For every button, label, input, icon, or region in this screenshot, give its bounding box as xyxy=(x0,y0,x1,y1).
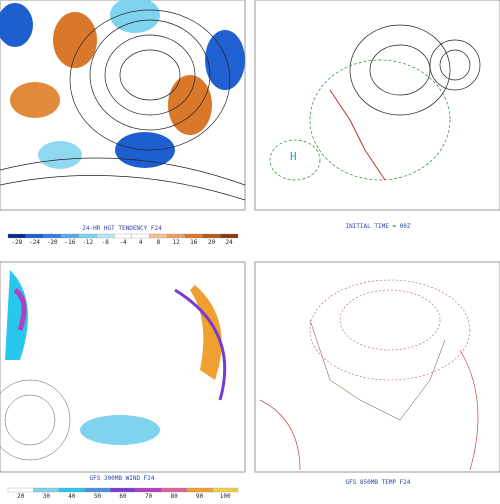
colorbar: 20 30 40 50 60 70 80 90 100 xyxy=(7,487,239,500)
colorbar-swatch xyxy=(131,233,150,239)
colorbar-label: 30 xyxy=(43,493,51,500)
colorbar-swatch xyxy=(7,487,34,493)
colorbar-swatch xyxy=(110,487,136,493)
colorbar-swatch xyxy=(135,487,162,493)
colorbar-label: -28 xyxy=(11,239,22,246)
colorbar-swatch xyxy=(186,487,213,493)
colorbar-swatch xyxy=(78,233,97,239)
colorbar-label: 60 xyxy=(119,493,127,500)
colorbar-label: 24 xyxy=(226,239,234,246)
colorbar-swatch xyxy=(161,487,188,493)
colorbar-label: 12 xyxy=(172,239,180,246)
colorbar-swatch xyxy=(202,233,221,239)
panel-height-tendency: 24-HR HGT TENDENCY F24 -28 -24 -20 -16 -12 -8… xyxy=(0,0,246,246)
panel-jet-wind: GFS 300MB WIND F24 20 30 40 50 60 70 80 90 100 xyxy=(0,261,246,500)
panel-temperature: GFS 850MB TEMP F24 xyxy=(254,261,500,486)
colorbar-label: -12 xyxy=(82,239,93,246)
colorbar-label: -20 xyxy=(47,239,58,246)
panel-caption: GFS 300MB WIND F24 xyxy=(89,475,154,482)
panel-caption: GFS 850MB TEMP F24 xyxy=(345,479,410,486)
colorbar-swatch xyxy=(220,233,239,239)
colorbar-swatch xyxy=(60,233,79,239)
colorbar-label: -8 xyxy=(102,239,110,246)
colorbar-swatch xyxy=(43,233,62,239)
colorbar-swatch xyxy=(33,487,60,493)
colorbar-label: 40 xyxy=(68,493,76,500)
high-marker: H xyxy=(290,150,297,163)
colorbar-swatch xyxy=(212,487,239,493)
colorbar-label: 100 xyxy=(220,493,231,500)
colorbar-swatch xyxy=(84,487,111,493)
colorbar-label: 16 xyxy=(190,239,198,246)
colorbar-swatch xyxy=(184,233,203,239)
colorbar-label: -16 xyxy=(65,239,76,246)
colorbar-label: 20 xyxy=(208,239,216,246)
colorbar-label: 80 xyxy=(170,493,178,500)
colorbar-label: 4 xyxy=(139,239,143,246)
panel-caption: 24-HR HGT TENDENCY F24 xyxy=(82,225,162,232)
colorbar-label: -4 xyxy=(119,239,127,246)
colorbar-swatch xyxy=(25,233,44,239)
panel-caption: INITIAL TIME = 00Z xyxy=(345,223,410,230)
colorbar-swatch xyxy=(114,233,132,239)
colorbar-swatch xyxy=(149,233,168,239)
colorbar-label: 70 xyxy=(145,493,153,500)
colorbar-label: 20 xyxy=(17,493,25,500)
colorbar-swatch xyxy=(96,233,115,239)
colorbar-label: 90 xyxy=(196,493,204,500)
panel-initial-analysis: H INITIAL TIME = 00Z xyxy=(254,0,500,230)
colorbar-label: 50 xyxy=(94,493,102,500)
colorbar-swatch xyxy=(167,233,186,239)
colorbar-swatch xyxy=(58,487,85,493)
colorbar-label: 8 xyxy=(157,239,161,246)
colorbar-swatch xyxy=(7,233,26,239)
colorbar-label: -24 xyxy=(29,239,40,246)
colorbar: -28 -24 -20 -16 -12 -8 -4 4 8 12 16 20 24 xyxy=(7,233,239,246)
